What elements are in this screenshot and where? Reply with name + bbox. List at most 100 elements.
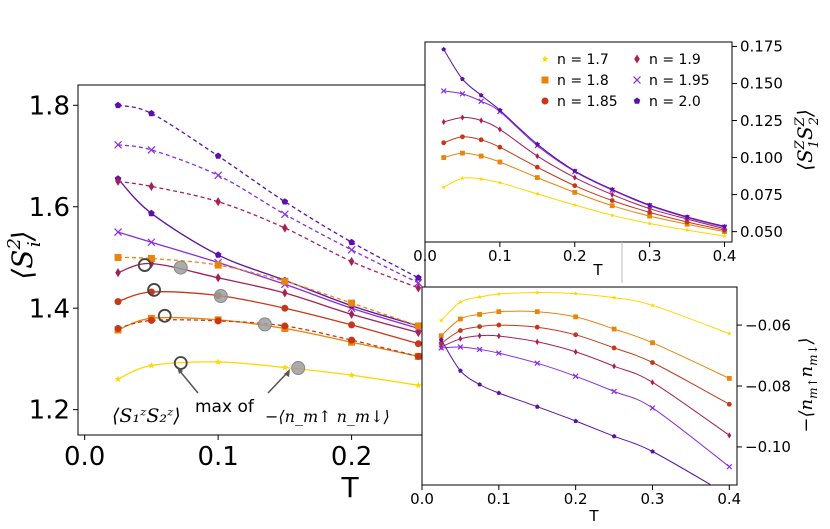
- main-point-8-0: [114, 324, 122, 332]
- top-point-2-7: [647, 209, 653, 215]
- bot-point-5-6: [611, 433, 617, 439]
- bot-point-3-3: [496, 332, 501, 340]
- top-point-3-8: [685, 215, 689, 223]
- top-point-5-9: [722, 224, 727, 229]
- main-filled-max-1: [213, 289, 228, 304]
- legend-marker-4: [633, 76, 641, 84]
- main-point-3-0: [115, 268, 121, 278]
- legend-marker-2: [541, 97, 549, 105]
- inset-bottom-ylabel: −⟨nm↑nm↓⟩: [796, 337, 820, 432]
- top-point-2-0: [441, 140, 447, 146]
- top-point-2-5: [572, 183, 578, 189]
- top-point-5-6: [609, 187, 615, 192]
- bot-point-5-1: [458, 368, 463, 373]
- svg-text:⟨SZ1SZ2⟩: ⟨SZ1SZ2⟩: [793, 109, 822, 171]
- top-point-0-6: [609, 212, 615, 218]
- bot-point-0-5: [573, 291, 578, 296]
- arrow-right-head: [284, 369, 290, 377]
- top-point-0-1: [460, 175, 465, 181]
- annotation-left: ⟨S₁ᶻS₂ᶻ⟩: [112, 405, 181, 427]
- top-xtick-label-3: 0.3: [638, 247, 662, 265]
- bot-point-2-2: [477, 324, 483, 329]
- svg-text:−⟨nm↑nm↓⟩: −⟨nm↑nm↓⟩: [796, 337, 820, 432]
- top-ytick-label-4: 0.150: [740, 75, 783, 93]
- bot-point-1-8: [726, 375, 732, 381]
- main-open-max-3: [173, 356, 188, 370]
- main-point-3-3: [282, 288, 288, 298]
- top-point-5-1: [460, 76, 465, 81]
- top-point-1-3: [497, 159, 503, 165]
- bot-point-1-1: [458, 316, 463, 322]
- top-point-5-4: [535, 141, 540, 147]
- bot-point-0-4: [535, 290, 540, 295]
- bot-point-1-4: [534, 309, 540, 315]
- main-xtick-label-2: 0.2: [331, 442, 372, 472]
- top-point-5-0: [441, 47, 446, 52]
- inset-top-frame: [424, 41, 733, 243]
- main-open-max-0: [137, 258, 152, 272]
- main-point-7-1: [147, 254, 155, 262]
- main-point-8-4: [348, 336, 356, 344]
- bot-point-3-5: [573, 348, 578, 356]
- bot-point-4-0: [438, 345, 445, 351]
- top-point-3-1: [460, 114, 465, 121]
- bot-point-2-4: [534, 324, 540, 330]
- top-point-0-8: [684, 227, 690, 233]
- main-point-11-1: [148, 109, 155, 117]
- inset-top-legend: n = 1.7 n = 1.8 n = 1.85 n = 1.9 n = 1.95 n =…: [541, 52, 710, 110]
- main-point-11-4: [348, 238, 355, 246]
- bot-point-3-6: [612, 363, 616, 370]
- main-point-2-5: [414, 340, 422, 348]
- bot-point-2-8: [726, 401, 732, 407]
- main-point-2-3: [281, 304, 289, 312]
- main-point-9-1: [148, 181, 155, 191]
- legend-label-0: n = 1.7: [557, 52, 609, 68]
- top-xtick-label-0: 0.0: [413, 247, 437, 265]
- top-point-3-2: [479, 117, 484, 124]
- main-point-4-1: [147, 238, 156, 247]
- bot-point-2-5: [573, 332, 579, 338]
- main-series-line-7: [117, 256, 419, 327]
- top-point-2-6: [609, 198, 615, 203]
- bot-xtick-label-2: 0.2: [564, 490, 588, 508]
- top-point-5-2: [478, 92, 484, 98]
- bot-point-3-0: [439, 343, 444, 351]
- top-ytick-label-2: 0.100: [740, 149, 783, 167]
- legend-label-5: n = 2.0: [649, 94, 701, 110]
- main-point-8-3: [281, 322, 289, 330]
- main-point-10-5: [414, 278, 423, 287]
- svg-text:⟨S2i⟩: ⟨S2i⟩: [4, 230, 45, 279]
- bot-xtick-label-1: 0.1: [487, 490, 511, 508]
- main-plot-frame: [77, 84, 426, 436]
- main-series-line-10: [117, 144, 419, 284]
- main-point-0-5: [415, 381, 422, 389]
- top-point-5-7: [647, 202, 652, 207]
- bot-xtick-label-3: 0.3: [641, 490, 665, 508]
- legend-label-4: n = 1.95: [649, 73, 710, 89]
- bot-point-3-1: [458, 335, 463, 342]
- bot-point-4-5: [572, 373, 579, 380]
- top-series-line-4: [443, 90, 725, 228]
- legend-marker-0: [541, 55, 549, 62]
- main-point-0-3: [281, 364, 289, 371]
- top-point-3-5: [572, 174, 577, 181]
- main-point-8-1: [147, 316, 155, 324]
- top-xtick-label-1: 0.1: [488, 247, 512, 265]
- top-point-3-0: [441, 118, 446, 126]
- bot-point-4-6: [611, 388, 617, 395]
- main-ylabel: ⟨S2i⟩: [4, 230, 45, 279]
- legend-marker-1: [541, 76, 549, 84]
- main-point-11-2: [214, 152, 222, 159]
- main-point-8-2: [214, 317, 222, 325]
- main-point-7-5: [414, 322, 422, 330]
- bot-point-0-1: [458, 299, 463, 305]
- top-point-4-1: [459, 91, 466, 97]
- main-point-11-0: [114, 101, 122, 109]
- inset-bottom-frame: [421, 286, 738, 486]
- bot-point-5-5: [573, 418, 578, 423]
- bot-ytick-label-1: −0.08: [745, 377, 791, 395]
- main-point-9-0: [115, 176, 121, 186]
- bot-point-0-3: [496, 291, 502, 296]
- bot-ytick-label-0: −0.06: [745, 316, 791, 334]
